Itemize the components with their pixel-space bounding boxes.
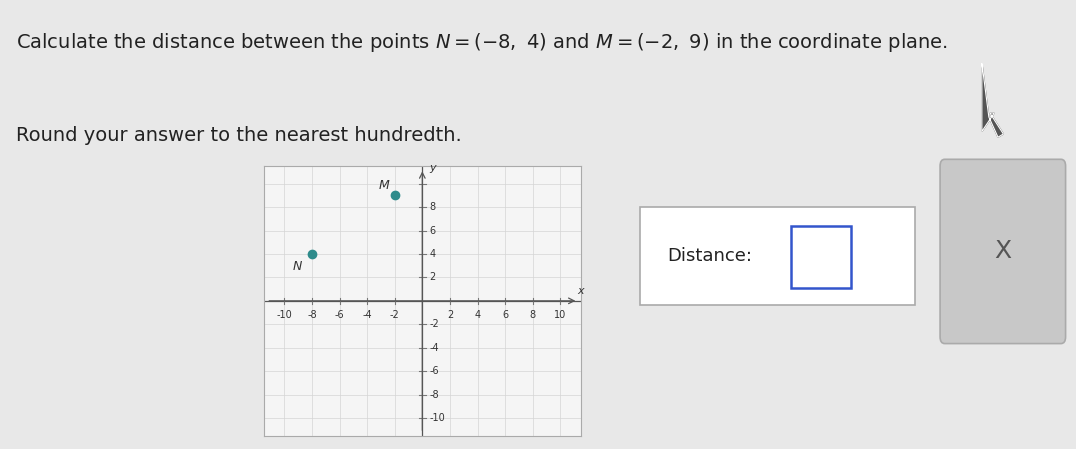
Text: 4: 4 [429, 249, 436, 259]
Text: N: N [293, 260, 302, 273]
Text: -2: -2 [429, 319, 439, 329]
Text: -4: -4 [363, 310, 372, 320]
Text: -6: -6 [335, 310, 344, 320]
Text: 4: 4 [475, 310, 481, 320]
Text: 6: 6 [429, 225, 436, 236]
Text: -8: -8 [429, 390, 439, 400]
FancyBboxPatch shape [940, 159, 1065, 343]
Text: 6: 6 [502, 310, 508, 320]
FancyBboxPatch shape [791, 226, 851, 287]
Text: -4: -4 [429, 343, 439, 352]
Text: M: M [379, 179, 390, 192]
Text: -10: -10 [429, 413, 445, 423]
Text: 2: 2 [429, 273, 436, 282]
Text: Calculate the distance between the points $N=(-8,\ 4)$ and $M=(-2,\ 9)$ in the c: Calculate the distance between the point… [16, 31, 948, 54]
FancyBboxPatch shape [640, 207, 915, 305]
Polygon shape [981, 63, 1004, 137]
Text: 8: 8 [429, 202, 436, 212]
Text: 10: 10 [554, 310, 566, 320]
Text: y: y [429, 163, 436, 173]
Text: 2: 2 [447, 310, 453, 320]
Text: -8: -8 [307, 310, 316, 320]
Text: -10: -10 [277, 310, 293, 320]
Text: -2: -2 [390, 310, 399, 320]
Text: Distance:: Distance: [667, 247, 752, 265]
Text: Round your answer to the nearest hundredth.: Round your answer to the nearest hundred… [16, 126, 462, 145]
Text: X: X [994, 239, 1011, 264]
Text: x: x [578, 286, 584, 296]
Text: -6: -6 [429, 366, 439, 376]
Text: 8: 8 [529, 310, 536, 320]
